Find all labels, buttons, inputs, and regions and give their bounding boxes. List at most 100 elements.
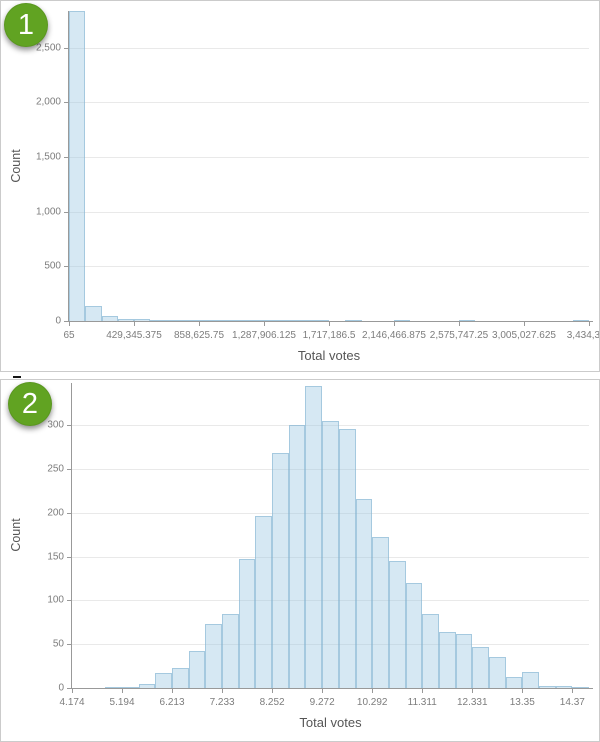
y-tick-label: 50 bbox=[52, 638, 64, 650]
x-tick bbox=[372, 688, 374, 693]
x-tick-label: 429,345.375 bbox=[106, 330, 162, 341]
y-tick-label: 200 bbox=[47, 507, 64, 519]
histogram-bar bbox=[215, 320, 232, 321]
histogram-bar bbox=[355, 498, 373, 688]
y-domain-line bbox=[68, 11, 69, 322]
histogram-bar bbox=[134, 319, 151, 321]
histogram-bar bbox=[138, 683, 156, 688]
y-tick bbox=[67, 468, 72, 470]
y-tick bbox=[64, 266, 69, 268]
y-axis-title: Count bbox=[9, 518, 23, 552]
x-tick bbox=[69, 321, 70, 326]
histogram-bar bbox=[296, 320, 313, 321]
x-tick bbox=[572, 688, 574, 693]
x-tick bbox=[264, 321, 265, 326]
y-tick bbox=[67, 556, 72, 558]
x-tick-label: 1,287,906.125 bbox=[232, 330, 296, 341]
histogram-bar bbox=[345, 320, 362, 321]
y-tick bbox=[64, 321, 69, 322]
x-tick-label: 1,717,186.5 bbox=[302, 330, 356, 341]
x-tick bbox=[472, 688, 474, 693]
histogram-bar bbox=[155, 673, 173, 688]
y-tick bbox=[67, 600, 72, 602]
x-axis-title: Total votes bbox=[297, 348, 361, 363]
y-tick-label: 2,500 bbox=[35, 42, 61, 54]
x-tick-label: 10.292 bbox=[356, 697, 388, 708]
histogram-bar bbox=[322, 420, 339, 688]
y-tick-label: 0 bbox=[55, 315, 61, 327]
x-tick-label: 3,434,308 bbox=[566, 330, 600, 341]
x-tick-label: 3,005,027.625 bbox=[492, 330, 556, 341]
y-tick-label: 2,000 bbox=[35, 96, 61, 108]
y-tick bbox=[67, 425, 72, 427]
y-tick-label: 100 bbox=[47, 594, 64, 606]
y-gridline bbox=[72, 644, 589, 646]
histogram-bar bbox=[272, 453, 289, 688]
y-domain-line bbox=[71, 383, 72, 689]
y-gridline bbox=[72, 425, 589, 427]
histogram-bar bbox=[85, 305, 102, 321]
x-tick bbox=[122, 688, 124, 693]
x-tick-label: 8.252 bbox=[259, 697, 285, 708]
histogram-bar bbox=[69, 11, 86, 321]
histogram-bar bbox=[101, 315, 118, 321]
x-domain-line bbox=[68, 321, 593, 322]
y-gridline bbox=[69, 211, 589, 213]
y-tick bbox=[67, 644, 72, 646]
y-tick-label: 500 bbox=[44, 260, 61, 272]
histogram-bar bbox=[205, 624, 223, 688]
x-tick-label: 2,146,466.875 bbox=[362, 330, 426, 341]
histogram-bar bbox=[459, 320, 476, 321]
histogram-bar bbox=[472, 646, 489, 688]
plot-area-1: 0 500 1,000 1,500 2,000 2,500 65 429,345.375 858… bbox=[36, 11, 599, 341]
histogram-bar bbox=[264, 320, 281, 321]
x-tick bbox=[272, 688, 274, 693]
histogram-bar bbox=[231, 320, 248, 321]
histogram-bar bbox=[238, 559, 256, 688]
histogram-panel-1: 1 Count 0 500 1,000 1,500 2,000 2,500 65 429,34… bbox=[0, 0, 600, 372]
histogram-bar bbox=[280, 320, 297, 321]
histogram-bar bbox=[438, 631, 456, 688]
y-tick-label: 250 bbox=[47, 463, 64, 475]
histogram-bar bbox=[572, 320, 589, 321]
y-tick bbox=[64, 211, 69, 213]
histogram-bar bbox=[312, 320, 329, 321]
x-tick-label: 9.272 bbox=[309, 697, 335, 708]
histogram-bar bbox=[188, 651, 206, 688]
x-tick bbox=[524, 321, 525, 326]
plot-area-2: 0 50 100 150 200 250 300 4.174 5.194 6.213 7.233 8.… bbox=[47, 383, 593, 708]
x-tick bbox=[422, 688, 424, 693]
histogram-bar bbox=[338, 429, 356, 688]
y-gridline bbox=[69, 47, 589, 49]
y-gridline bbox=[72, 512, 589, 514]
x-tick bbox=[329, 321, 330, 326]
x-tick bbox=[589, 321, 590, 326]
step-2-badge: 2 bbox=[8, 382, 52, 426]
y-tick bbox=[64, 157, 69, 159]
x-tick-label: 12.331 bbox=[456, 697, 488, 708]
histogram-bar bbox=[288, 425, 306, 688]
x-tick-label: 4.174 bbox=[59, 697, 85, 708]
histogram-bar bbox=[522, 672, 539, 688]
y-axis-title: Count bbox=[9, 149, 23, 183]
x-tick-label: 5.194 bbox=[109, 697, 135, 708]
x-domain-line bbox=[71, 688, 593, 689]
histogram-bar bbox=[222, 613, 239, 688]
x-tick-label: 65 bbox=[63, 330, 75, 341]
y-gridline bbox=[69, 157, 589, 159]
x-tick bbox=[199, 321, 200, 326]
y-tick bbox=[67, 688, 72, 689]
y-gridline bbox=[72, 556, 589, 558]
x-tick bbox=[459, 321, 460, 326]
y-gridline bbox=[72, 468, 589, 470]
x-tick-label: 14.37 bbox=[559, 697, 585, 708]
x-tick-label: 11.311 bbox=[407, 697, 437, 708]
x-tick-label: 2,575,747.25 bbox=[429, 330, 489, 341]
histogram-bar bbox=[572, 687, 589, 688]
histogram-bar bbox=[372, 537, 389, 688]
x-tick-label: 858,625.75 bbox=[173, 330, 225, 341]
histogram-bar bbox=[555, 686, 573, 688]
x-tick bbox=[134, 321, 135, 326]
y-tick-label: 150 bbox=[47, 551, 64, 563]
